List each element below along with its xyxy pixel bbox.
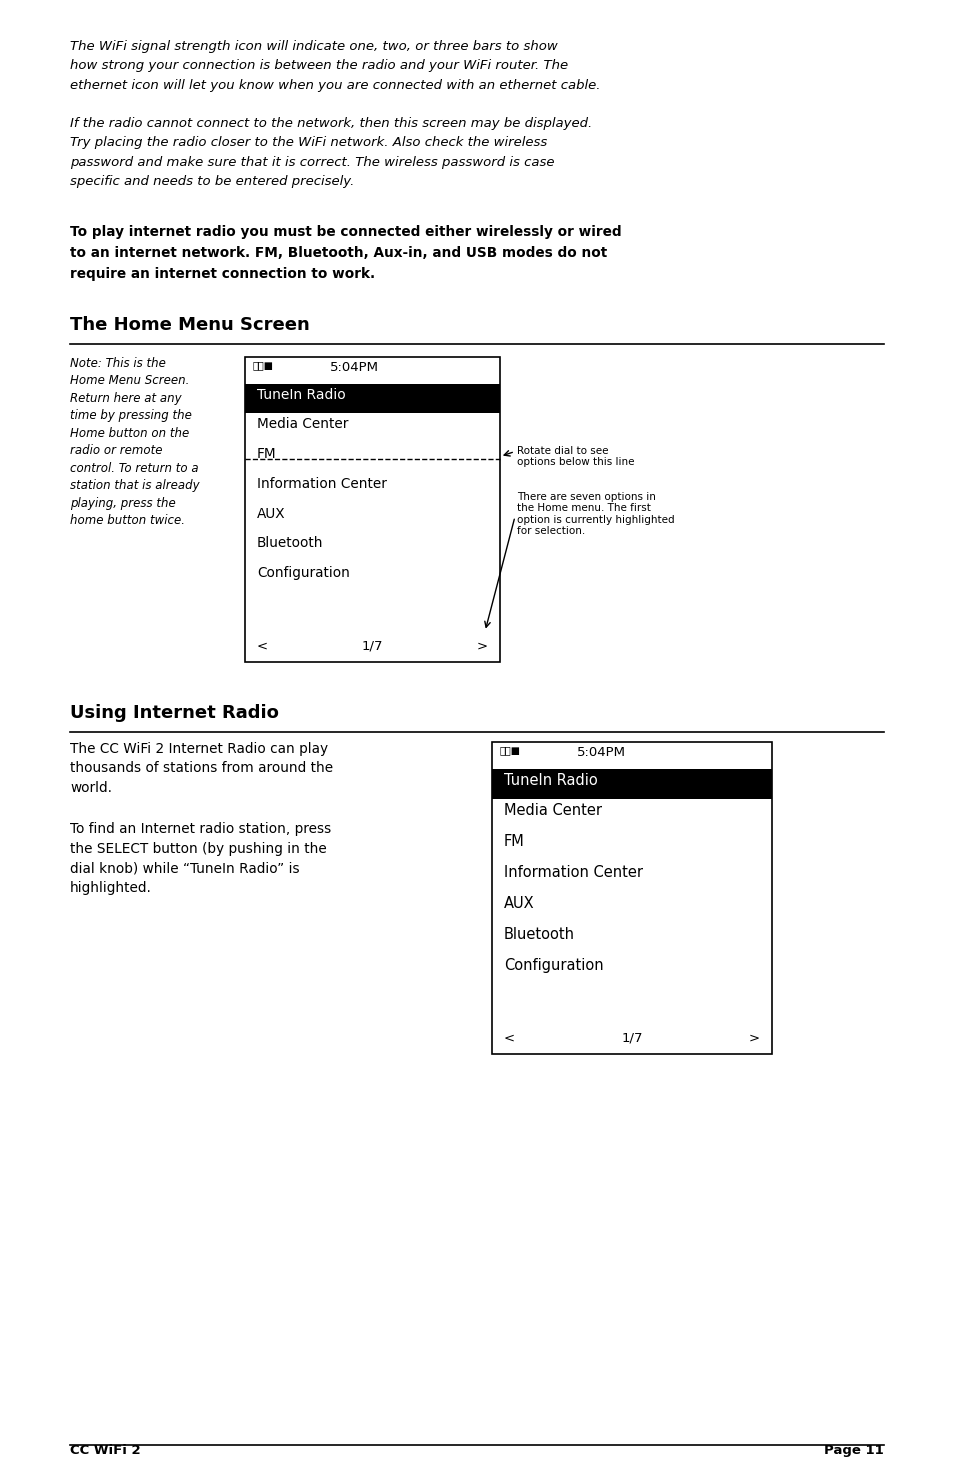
Text: <: < — [256, 640, 268, 652]
Text: Bluetooth: Bluetooth — [503, 926, 575, 941]
Text: control. To return to a: control. To return to a — [70, 462, 198, 475]
Text: Home Menu Screen.: Home Menu Screen. — [70, 375, 190, 386]
Text: station that is already: station that is already — [70, 479, 199, 493]
Text: The Home Menu Screen: The Home Menu Screen — [70, 316, 310, 333]
Text: To play internet radio you must be connected either wirelessly or wired: To play internet radio you must be conne… — [70, 224, 621, 239]
FancyBboxPatch shape — [245, 384, 499, 413]
Text: how strong your connection is between the radio and your WiFi router. The: how strong your connection is between th… — [70, 59, 568, 72]
Text: to an internet network. FM, Bluetooth, Aux-in, and USB modes do not: to an internet network. FM, Bluetooth, A… — [70, 245, 607, 260]
Text: CC WiFi 2: CC WiFi 2 — [70, 1444, 140, 1457]
Text: ⬜⦷■: ⬜⦷■ — [253, 360, 274, 370]
Text: Return here at any: Return here at any — [70, 391, 181, 404]
Text: 5:04PM: 5:04PM — [577, 745, 625, 758]
Text: home button twice.: home button twice. — [70, 513, 185, 527]
FancyBboxPatch shape — [492, 742, 771, 1053]
Text: highlighted.: highlighted. — [70, 881, 152, 894]
Text: Home button on the: Home button on the — [70, 426, 189, 440]
Text: Try placing the radio closer to the WiFi network. Also check the wireless: Try placing the radio closer to the WiFi… — [70, 136, 547, 149]
Text: 5:04PM: 5:04PM — [330, 360, 378, 373]
Text: To find an Internet radio station, press: To find an Internet radio station, press — [70, 822, 331, 836]
Text: Configuration: Configuration — [256, 566, 350, 581]
Text: Information Center: Information Center — [256, 476, 387, 491]
Text: 1/7: 1/7 — [361, 640, 383, 652]
Text: Using Internet Radio: Using Internet Radio — [70, 704, 278, 721]
Text: Configuration: Configuration — [503, 957, 603, 972]
Text: time by pressing the: time by pressing the — [70, 409, 192, 422]
Text: FM: FM — [256, 447, 276, 460]
Text: AUX: AUX — [256, 506, 285, 521]
Text: If the radio cannot connect to the network, then this screen may be displayed.: If the radio cannot connect to the netwo… — [70, 117, 592, 130]
Text: playing, press the: playing, press the — [70, 497, 175, 509]
Text: TuneIn Radio: TuneIn Radio — [256, 388, 345, 401]
Text: radio or remote: radio or remote — [70, 444, 162, 457]
FancyBboxPatch shape — [245, 357, 499, 661]
Text: There are seven options in
the Home menu. The first
option is currently highligh: There are seven options in the Home menu… — [517, 491, 674, 537]
Text: Rotate dial to see
options below this line: Rotate dial to see options below this li… — [517, 445, 634, 468]
Text: >: > — [748, 1031, 760, 1044]
Text: The CC WiFi 2 Internet Radio can play: The CC WiFi 2 Internet Radio can play — [70, 742, 328, 755]
Text: ethernet icon will let you know when you are connected with an ethernet cable.: ethernet icon will let you know when you… — [70, 80, 599, 91]
Text: <: < — [503, 1031, 515, 1044]
Text: AUX: AUX — [503, 895, 534, 910]
Text: require an internet connection to work.: require an internet connection to work. — [70, 267, 375, 280]
Text: Media Center: Media Center — [256, 416, 348, 431]
Text: specific and needs to be entered precisely.: specific and needs to be entered precise… — [70, 176, 354, 187]
Text: the SELECT button (by pushing in the: the SELECT button (by pushing in the — [70, 842, 327, 855]
Text: The WiFi signal strength icon will indicate one, two, or three bars to show: The WiFi signal strength icon will indic… — [70, 40, 558, 53]
Text: Bluetooth: Bluetooth — [256, 537, 323, 550]
Text: >: > — [476, 640, 488, 652]
Text: dial knob) while “TuneIn Radio” is: dial knob) while “TuneIn Radio” is — [70, 861, 299, 875]
Text: FM: FM — [503, 833, 524, 848]
Text: Media Center: Media Center — [503, 802, 601, 817]
FancyBboxPatch shape — [492, 768, 771, 798]
Text: thousands of stations from around the: thousands of stations from around the — [70, 761, 333, 774]
Text: Page 11: Page 11 — [823, 1444, 883, 1457]
Text: world.: world. — [70, 780, 112, 795]
Text: 1/7: 1/7 — [620, 1031, 642, 1044]
Text: Information Center: Information Center — [503, 864, 642, 879]
Text: Note: This is the: Note: This is the — [70, 357, 166, 370]
Text: password and make sure that it is correct. The wireless password is case: password and make sure that it is correc… — [70, 155, 554, 168]
Text: ⬜⦷■: ⬜⦷■ — [499, 745, 520, 755]
Text: TuneIn Radio: TuneIn Radio — [503, 773, 598, 788]
